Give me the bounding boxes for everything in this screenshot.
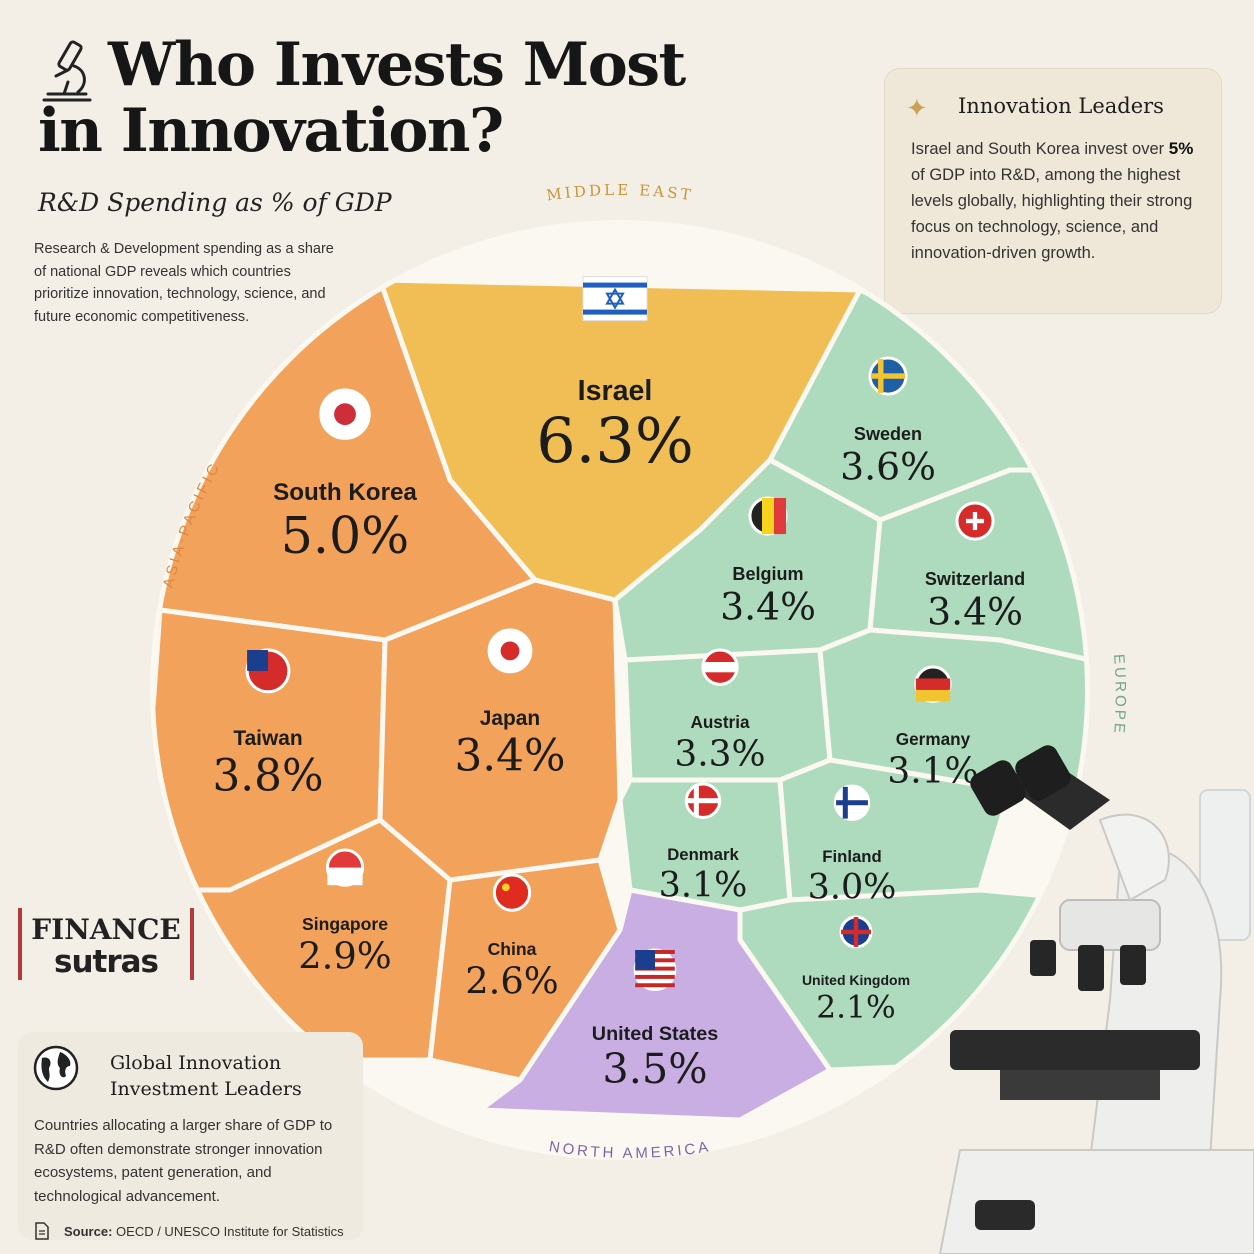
israel-flag-icon	[582, 276, 648, 322]
belgium-name: Belgium	[732, 564, 803, 584]
denmark-value: 3.1%	[659, 865, 748, 905]
intro-text: Research & Development spending as a sha…	[34, 241, 334, 325]
switzerland-flag-icon	[955, 501, 995, 541]
united-kingdom-name: United Kingdom	[802, 972, 910, 988]
sweden-name: Sweden	[854, 424, 922, 444]
region-label-north-america-text: NORTH AMERICA	[548, 1138, 709, 1162]
united-kingdom-value: 2.1%	[816, 990, 895, 1026]
sparkle-icon: ✦	[906, 93, 928, 123]
austria-name: Austria	[690, 712, 750, 732]
taiwan-flag-icon	[245, 648, 291, 694]
taiwan-name: Taiwan	[233, 727, 302, 750]
sweden-value: 3.6%	[840, 444, 936, 488]
israel-name: Israel	[578, 375, 653, 407]
south-korea-name: South Korea	[273, 479, 417, 506]
region-label-europe-text: EUROPE	[1110, 653, 1126, 736]
logo-line-1: FINANCE	[31, 913, 181, 946]
leaders-text-end: of GDP into R&D, among the highest level…	[911, 166, 1193, 262]
title-line-2: in Innovation?	[38, 96, 504, 166]
taiwan-value: 3.8%	[213, 751, 324, 802]
region-label-europe: EUROPE	[1110, 653, 1129, 736]
source-note: Source: OECD / UNESCO Institute for Stat…	[64, 1224, 344, 1239]
sweden-flag-icon	[868, 356, 908, 396]
page-subtitle: R&D Spending as % of GDP	[38, 188, 392, 217]
global-leaders-text: Countries allocating a larger share of G…	[34, 1117, 333, 1205]
switzerland-name: Switzerland	[925, 569, 1025, 589]
cell-united-states	[477, 887, 833, 1123]
leaders-text-start: Israel and South Korea invest over	[911, 140, 1165, 158]
united-kingdom-flag-icon	[839, 915, 873, 949]
global-leaders-title: Global Innovation Investment Leaders	[110, 1052, 302, 1100]
microscope-icon	[42, 40, 92, 102]
singapore-name: Singapore	[302, 914, 388, 934]
denmark-flag-icon	[684, 782, 722, 819]
singapore-value: 2.9%	[298, 934, 391, 977]
finance-sutras-logo: FINANCE sutras	[18, 908, 194, 980]
germany-value: 3.1%	[887, 750, 978, 791]
source-text: OECD / UNESCO Institute for Statistics	[116, 1224, 344, 1239]
japan-flag-icon	[487, 628, 533, 674]
logo-line-2: sutras	[54, 944, 158, 980]
switzerland-value: 3.4%	[927, 589, 1023, 633]
united-states-value: 3.5%	[602, 1045, 707, 1093]
globe-icon	[33, 1045, 79, 1091]
denmark-name: Denmark	[667, 845, 739, 864]
south-korea-flag-icon	[319, 388, 371, 440]
innovation-leaders-title: Innovation Leaders	[958, 94, 1164, 118]
region-label-middle-east: MIDDLE EAST	[545, 181, 694, 205]
united-states-name: United States	[592, 1023, 718, 1045]
innovation-leaders-text: Israel and South Korea invest over 5% of…	[911, 136, 1201, 266]
japan-value: 3.4%	[455, 731, 566, 782]
japan-name: Japan	[480, 707, 540, 730]
austria-flag-icon	[701, 648, 739, 686]
page-title: Who Invests Most in Innovation?	[38, 30, 686, 166]
germany-flag-icon	[914, 665, 952, 703]
finland-name: Finland	[822, 847, 881, 866]
germany-name: Germany	[896, 729, 971, 749]
source-label: Source:	[64, 1224, 113, 1239]
united-states-flag-icon	[633, 948, 677, 992]
china-flag-icon	[492, 873, 532, 912]
china-name: China	[488, 939, 537, 959]
belgium-flag-icon	[748, 496, 788, 536]
china-value: 2.6%	[465, 959, 558, 1002]
israel-value: 6.3%	[536, 404, 694, 477]
region-label-north-america: NORTH AMERICA	[548, 1138, 712, 1162]
leaders-highlight: 5%	[1168, 139, 1194, 158]
region-label-middle-east-text: MIDDLE EAST	[545, 181, 691, 205]
belgium-value: 3.4%	[720, 584, 816, 628]
microscope-illustration	[938, 745, 1254, 1254]
document-icon	[35, 1222, 49, 1240]
innovation-leaders-card	[884, 68, 1222, 314]
title-line-1: Who Invests Most	[108, 30, 686, 100]
finland-value: 3.0%	[808, 867, 897, 907]
finland-flag-icon	[833, 784, 871, 821]
austria-value: 3.3%	[674, 733, 765, 774]
south-korea-value: 5.0%	[281, 506, 410, 565]
singapore-flag-icon	[325, 848, 365, 887]
